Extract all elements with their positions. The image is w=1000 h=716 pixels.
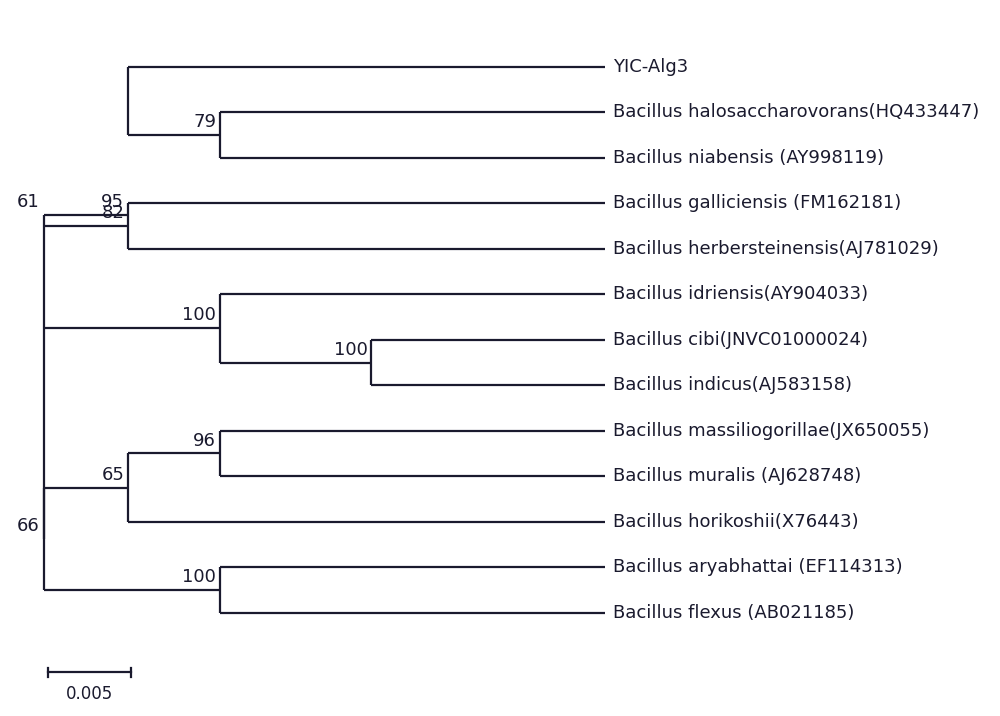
Text: 79: 79 (193, 113, 216, 131)
Text: Bacillus galliciensis (FM162181): Bacillus galliciensis (FM162181) (613, 195, 902, 213)
Text: Bacillus cibi(JNVC01000024): Bacillus cibi(JNVC01000024) (613, 331, 868, 349)
Text: Bacillus flexus (AB021185): Bacillus flexus (AB021185) (613, 604, 855, 621)
Text: 66: 66 (16, 517, 39, 535)
Text: Bacillus horikoshii(X76443): Bacillus horikoshii(X76443) (613, 513, 859, 531)
Text: 82: 82 (101, 204, 124, 222)
Text: YIC-Alg3: YIC-Alg3 (613, 58, 689, 76)
Text: Bacillus idriensis(AY904033): Bacillus idriensis(AY904033) (613, 286, 869, 304)
Text: 96: 96 (193, 432, 216, 450)
Text: 65: 65 (101, 465, 124, 483)
Text: 100: 100 (182, 568, 216, 586)
Text: 95: 95 (101, 193, 124, 211)
Text: Bacillus niabensis (AY998119): Bacillus niabensis (AY998119) (613, 149, 884, 167)
Text: Bacillus aryabhattai (EF114313): Bacillus aryabhattai (EF114313) (613, 558, 903, 576)
Text: Bacillus herbersteinensis(AJ781029): Bacillus herbersteinensis(AJ781029) (613, 240, 939, 258)
Text: Bacillus muralis (AJ628748): Bacillus muralis (AJ628748) (613, 468, 862, 485)
Text: Bacillus indicus(AJ583158): Bacillus indicus(AJ583158) (613, 377, 852, 395)
Text: Bacillus massiliogorillae(JX650055): Bacillus massiliogorillae(JX650055) (613, 422, 930, 440)
Text: 61: 61 (16, 193, 39, 211)
Text: 0.005: 0.005 (66, 684, 113, 702)
Text: 100: 100 (182, 306, 216, 324)
Text: 100: 100 (334, 341, 368, 359)
Text: Bacillus halosaccharovorans(HQ433447): Bacillus halosaccharovorans(HQ433447) (613, 104, 980, 122)
